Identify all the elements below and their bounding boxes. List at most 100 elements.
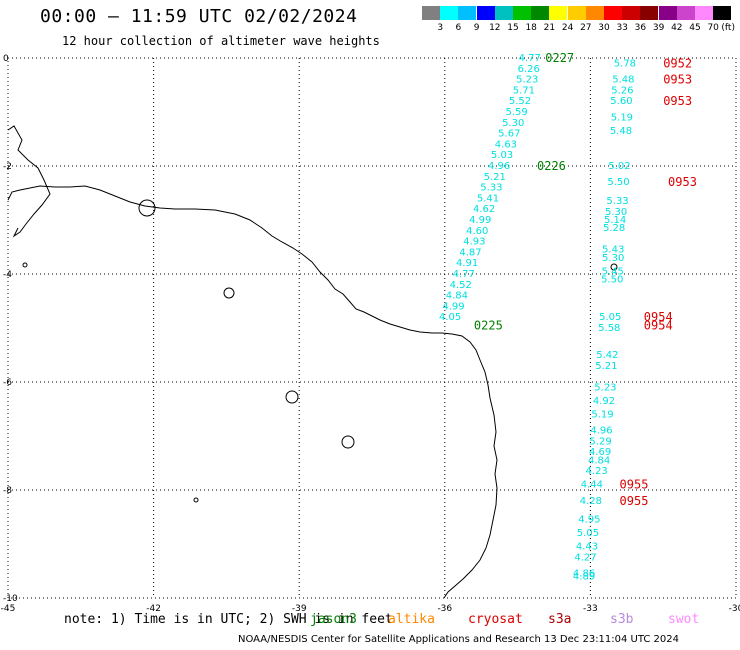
swh-value: 4.27 xyxy=(574,553,596,564)
island-outline xyxy=(610,263,618,271)
swh-value: 5.43 xyxy=(602,245,624,256)
map-title: 00:00 — 11:59 UTC 02/02/2024 xyxy=(40,6,358,27)
island-outline xyxy=(138,199,156,217)
brazil-coastline xyxy=(7,185,498,599)
color-swatch xyxy=(476,6,495,20)
color-scale-label: 6 xyxy=(455,23,462,33)
swh-value: 4.84 xyxy=(588,455,610,466)
island-outline xyxy=(7,125,51,238)
color-scale-label: 9 xyxy=(473,23,480,33)
map-subtitle: 12 hour collection of altimeter wave hei… xyxy=(62,34,380,48)
swh-value: 4.96 xyxy=(488,161,510,172)
color-scale-label: 12 xyxy=(489,23,501,33)
x-tick-label: -45 xyxy=(1,604,16,612)
island-outline xyxy=(285,390,299,404)
swh-value: 5.14 xyxy=(604,215,626,226)
lat-lon-grid xyxy=(7,57,737,599)
color-swatch xyxy=(695,6,713,20)
color-scale-label: 36 xyxy=(634,23,647,33)
color-swatch xyxy=(440,6,459,20)
satellite-legend-item: s3a xyxy=(548,612,572,627)
pass-time-label: 0954 xyxy=(644,318,673,332)
x-tick-label: -33 xyxy=(583,604,598,612)
pass-time-label: 0954 xyxy=(644,310,673,324)
map-frame xyxy=(7,57,737,599)
swh-value: 4.52 xyxy=(450,280,472,291)
color-swatch xyxy=(585,6,604,20)
color-scale-label: 70 xyxy=(707,23,719,33)
swh-value: 4.96 xyxy=(590,426,612,437)
swh-value: 5.78 xyxy=(614,58,636,69)
swh-value: 5.50 xyxy=(601,274,623,285)
pass-time-label: 0953 xyxy=(663,94,692,108)
swh-value: 5.42 xyxy=(596,350,618,361)
y-tick-label: -10 xyxy=(3,594,18,604)
color-swatch xyxy=(658,6,677,20)
satellite-legend-item: swot xyxy=(668,612,700,627)
pass-time-label: 0955 xyxy=(620,494,649,508)
swh-value: 5.29 xyxy=(589,436,611,447)
pass-time-label: 0955 xyxy=(620,478,649,492)
color-swatch xyxy=(604,6,622,20)
island-outline xyxy=(341,435,355,449)
color-swatch xyxy=(622,6,641,20)
swh-value: 4.44 xyxy=(581,480,603,491)
island-outline xyxy=(223,287,235,299)
swh-value: 4.86 xyxy=(573,569,595,580)
swh-value: 4.91 xyxy=(456,258,478,269)
color-scale-label: 39 xyxy=(652,23,665,33)
swh-value: 5.30 xyxy=(605,207,627,218)
color-swatch xyxy=(513,6,531,20)
swh-value: 5.52 xyxy=(509,96,531,107)
swh-value: 5.03 xyxy=(491,150,513,161)
pass-time-label: 0227 xyxy=(545,51,574,65)
swh-value: 4.87 xyxy=(459,247,481,258)
swh-value: 4.23 xyxy=(586,466,608,477)
pass-time-label: 0226 xyxy=(537,159,566,173)
color-scale-label: 45 xyxy=(689,23,701,33)
swh-value: 5.33 xyxy=(480,183,502,194)
color-swatch xyxy=(458,6,477,20)
color-scale-label: 42 xyxy=(671,23,683,33)
swh-value: 5.48 xyxy=(610,126,632,137)
swh-value: 6.26 xyxy=(518,64,540,75)
swh-value: 5.21 xyxy=(595,361,617,372)
y-tick-label: -6 xyxy=(3,378,12,388)
swh-value: 4.84 xyxy=(446,291,468,302)
swh-value: 4.05 xyxy=(439,312,461,323)
swh-value: 4.60 xyxy=(466,226,488,237)
color-swatch xyxy=(676,6,695,20)
swh-value: 5.60 xyxy=(610,96,632,107)
swh-value: 4.63 xyxy=(495,139,517,150)
y-tick-label: 0 xyxy=(3,54,9,64)
color-scale-label: 18 xyxy=(525,23,537,33)
swh-value: 5.23 xyxy=(516,75,538,86)
swh-value: 5.30 xyxy=(602,253,624,264)
swh-value: 4.93 xyxy=(463,237,485,248)
pass-time-label: 0953 xyxy=(668,175,697,189)
color-scale-label: 30 xyxy=(598,23,610,33)
color-swatch xyxy=(531,6,550,20)
swh-value: 4.62 xyxy=(473,204,495,215)
color-scale-label: 27 xyxy=(580,23,592,33)
axis-tick-labels: -45 -42 -39 -36 -33 -30 0 -2 -4 -6 -8 -10 xyxy=(1,54,740,612)
color-swatch xyxy=(549,6,568,20)
satellite-legend-item: jason3 xyxy=(310,612,357,627)
color-scale-label: 24 xyxy=(561,23,574,33)
swh-value: 5.19 xyxy=(591,409,613,420)
swh-value: 4.69 xyxy=(589,447,611,458)
swh-value: 5.02 xyxy=(608,161,630,172)
swh-value: 4.99 xyxy=(442,301,464,312)
pass-time-label: 0952 xyxy=(663,56,692,70)
credit-line: NOAA/NESDIS Center for Satellite Applica… xyxy=(238,634,680,645)
altimeter-tracks: 4.776.265.235.715.525.595.305.674.635.03… xyxy=(439,51,697,582)
color-swatch xyxy=(713,6,732,20)
swh-value: 5.33 xyxy=(606,196,628,207)
color-scale-unit: (ft) xyxy=(721,23,735,33)
island-outline xyxy=(193,497,199,503)
wave-height-map: -45-42-39-36-33-300-2-4-6-8-10 4.776.265… xyxy=(1,51,740,612)
color-swatch xyxy=(640,6,659,20)
coastline xyxy=(7,125,618,599)
footer-note: note: 1) Time is in UTC; 2) SWH is in fe… xyxy=(64,612,393,627)
swh-value: 5.48 xyxy=(612,75,634,86)
